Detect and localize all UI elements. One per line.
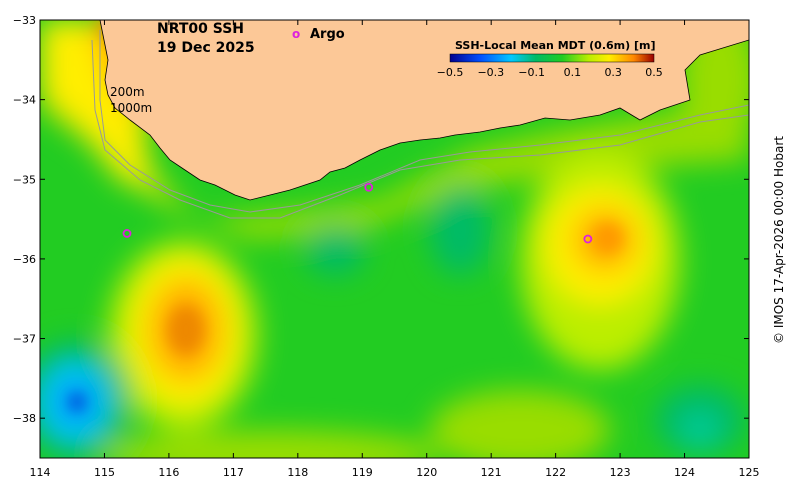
lon-tick-label: 124 [674, 466, 695, 479]
lat-tick-label: −36 [13, 253, 36, 266]
argo-float-marker [364, 182, 374, 192]
colorbar-title: SSH-Local Mean MDT (0.6m) [m] [455, 39, 655, 52]
lon-tick-label: 119 [352, 466, 373, 479]
lon-tick-label: 118 [287, 466, 308, 479]
lon-tick-label: 114 [30, 466, 51, 479]
colorbar-tick-label: −0.5 [437, 66, 464, 79]
argo-legend-marker: o [292, 27, 300, 41]
isobath-200m [99, 30, 749, 213]
lat-tick-label: −33 [13, 14, 36, 27]
colorbar-tick-label: −0.3 [477, 66, 504, 79]
lon-tick-label: 121 [481, 466, 502, 479]
argo-float-marker [583, 234, 593, 244]
colorbar-tick-label: −0.1 [518, 66, 545, 79]
land-mass [99, 20, 749, 201]
lon-tick-label: 123 [610, 466, 631, 479]
lat-tick-label: −38 [13, 412, 36, 425]
isobath-label-200m: 200m [110, 85, 145, 99]
map-frame [39, 19, 750, 459]
lat-tick-label: −37 [13, 333, 36, 346]
argo-legend-label: Argo [310, 27, 345, 42]
colorbar-tick-label: 0.5 [645, 66, 663, 79]
lat-axis: −33 −34 −35 −36 −37 −38 [13, 14, 749, 425]
colorbar-tick-label: 0.3 [604, 66, 622, 79]
lon-tick-label: 117 [223, 466, 244, 479]
argo-float-marker [122, 229, 132, 238]
lon-tick-label: 122 [545, 466, 566, 479]
product-title: NRT00 SSH [157, 21, 244, 37]
colorbar: SSH-Local Mean MDT (0.6m) [m] −0.5 −0.3 −0… [437, 39, 663, 79]
lat-tick-label: −34 [13, 94, 36, 107]
copyright-text: © IMOS 17-Apr-2026 00:00 Hobart [772, 136, 786, 344]
isobaths [91, 30, 749, 219]
map-plot-area [40, 20, 749, 458]
colorbar-ticks: −0.5 −0.3 −0.1 0.1 0.3 0.5 [437, 66, 663, 79]
isobath-1000m [91, 39, 749, 219]
lon-tick-label: 125 [739, 466, 760, 479]
argo-floats [122, 182, 593, 244]
isobath-label-1000m: 1000m [110, 101, 152, 115]
copyright-notice: © IMOS 17-Apr-2026 00:00 Hobart [770, 20, 788, 460]
colorbar-tick-label: 0.1 [564, 66, 582, 79]
lon-tick-label: 116 [158, 466, 179, 479]
colorbar-ramp [449, 53, 655, 63]
lon-tick-label: 115 [94, 466, 115, 479]
lat-tick-label: −35 [13, 173, 36, 186]
lon-axis: 114 115 116 117 118 119 120 121 122 123 124 125 [30, 20, 760, 479]
product-date: 19 Dec 2025 [157, 40, 255, 56]
lon-tick-label: 120 [416, 466, 437, 479]
